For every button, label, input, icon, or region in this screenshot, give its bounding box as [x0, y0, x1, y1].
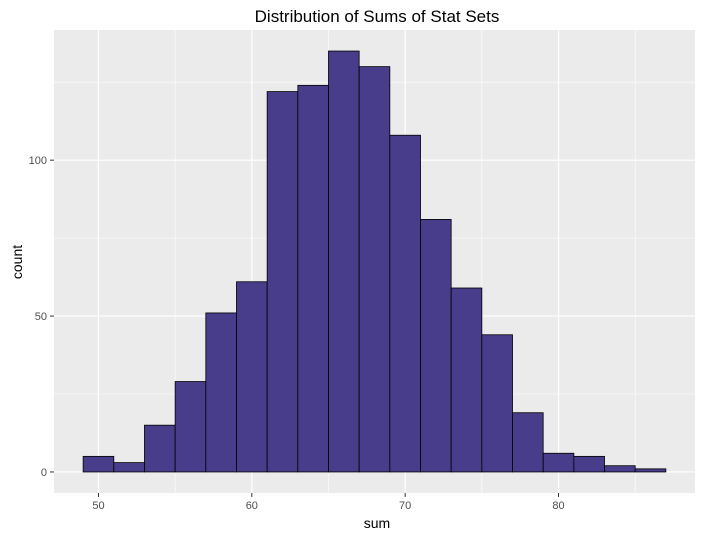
y-axis-title: count	[9, 245, 25, 279]
x-tick-label: 70	[399, 500, 411, 512]
histogram-bar	[328, 50, 360, 473]
y-tick-label: 50	[35, 311, 47, 323]
histogram-bar	[481, 334, 513, 473]
histogram-bar	[420, 219, 452, 473]
histogram-bar	[174, 381, 207, 473]
histogram-bar	[144, 424, 176, 473]
x-tick-label: 80	[552, 500, 564, 512]
histogram-bar	[573, 455, 605, 473]
y-tick-label: 0	[41, 467, 47, 479]
histogram-bar	[450, 287, 483, 473]
histogram-bars	[82, 50, 667, 473]
histogram-bar	[297, 84, 329, 473]
histogram-bar	[113, 462, 145, 473]
histogram-bar	[82, 455, 115, 473]
histogram-bar	[205, 312, 237, 473]
x-axis: 50 60 70 80	[92, 493, 565, 512]
histogram-bar	[389, 134, 421, 473]
histogram-bar	[604, 465, 636, 473]
x-axis-title: sum	[364, 515, 390, 531]
histogram-bar	[634, 468, 667, 473]
histogram-bar	[542, 452, 575, 473]
histogram-bar	[512, 412, 544, 473]
histogram-bar	[358, 66, 391, 473]
x-tick-label: 50	[92, 500, 104, 512]
histogram-bar	[236, 281, 268, 473]
x-tick-label: 60	[246, 500, 258, 512]
y-tick-label: 100	[29, 155, 47, 167]
chart-title: Distribution of Sums of Stat Sets	[255, 7, 500, 26]
y-axis: 0 50 100	[29, 155, 54, 479]
histogram-bar	[266, 91, 299, 473]
